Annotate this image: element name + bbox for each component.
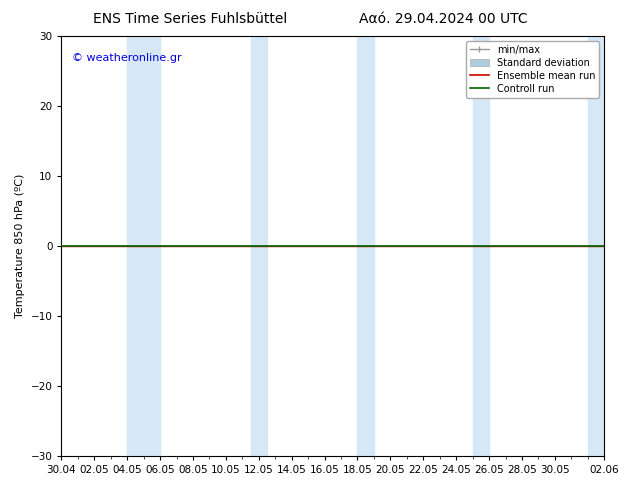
Text: ENS Time Series Fuhlsbüttel: ENS Time Series Fuhlsbüttel (93, 12, 287, 26)
Bar (588, 36, 604, 456)
Bar (250, 36, 267, 456)
Text: © weatheronline.gr: © weatheronline.gr (72, 53, 182, 63)
Y-axis label: Temperature 850 hPa (ºC): Temperature 850 hPa (ºC) (15, 174, 25, 318)
Text: Ααό. 29.04.2024 00 UTC: Ααό. 29.04.2024 00 UTC (359, 12, 528, 26)
Bar (127, 36, 160, 456)
Bar (472, 36, 489, 456)
Bar (358, 36, 374, 456)
Legend: min/max, Standard deviation, Ensemble mean run, Controll run: min/max, Standard deviation, Ensemble me… (466, 41, 599, 98)
